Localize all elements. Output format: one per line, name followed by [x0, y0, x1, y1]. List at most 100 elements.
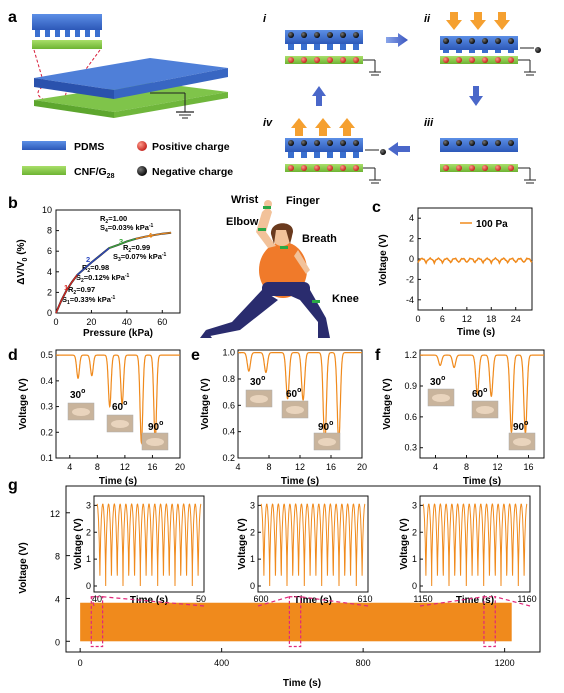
micropillar	[288, 152, 294, 158]
angle-label: 60o	[472, 387, 487, 400]
press-arrow-icon	[446, 12, 462, 30]
chart-f-ylabel: Voltage (V)	[382, 378, 393, 429]
zoom-connector	[419, 596, 485, 607]
chart-e-xtick-label: 20	[357, 462, 367, 472]
chart-b-fit-segment	[76, 247, 110, 276]
panel-letter-b: b	[8, 195, 18, 212]
chart-f-xtick-label: 12	[492, 462, 502, 472]
chart-e-ytick-label: 0.8	[222, 374, 235, 384]
inset-xlabel: Time (s)	[130, 595, 168, 606]
positive-charge-icon	[327, 165, 333, 171]
angle-label: 30o	[430, 375, 445, 388]
chart-b-frame	[55, 209, 181, 314]
chart-e-signal-line	[238, 352, 362, 447]
micropillar	[327, 44, 333, 50]
hand-shape	[432, 394, 450, 402]
angle-label: 60o	[286, 387, 301, 400]
negative-charge-icon	[482, 140, 488, 146]
chart-d-xtick-label: 8	[95, 462, 100, 472]
step-label-i: i	[263, 13, 267, 25]
positive-charge-icon	[482, 165, 488, 171]
press-arrow-icon	[470, 12, 486, 30]
pdms-layer	[285, 138, 363, 152]
positive-charge-icon	[340, 165, 346, 171]
chart-g-xtick-label: 800	[356, 658, 371, 668]
inset-micropillars	[35, 30, 100, 37]
chart-c-xtick-label: 0	[415, 314, 420, 324]
chart-d-xtick-label: 20	[175, 462, 185, 472]
positive-charge-icon	[495, 57, 501, 63]
hand-shape	[513, 438, 531, 446]
pdms-layer	[440, 138, 518, 152]
negative-charge-icon	[327, 140, 333, 146]
negative-charge-icon	[327, 32, 333, 38]
inset-ylabel: Voltage (V)	[73, 518, 84, 569]
micropillar	[353, 44, 359, 50]
inset-ytick-label: 3	[412, 500, 417, 510]
chart-c-legend-label: 100 Pa	[476, 219, 508, 230]
angle-label: 30o	[70, 388, 85, 401]
negative-charge-icon	[469, 140, 475, 146]
micropillar	[35, 30, 40, 37]
angle-label: 90o	[318, 420, 333, 433]
chart-d-ytick-label: 0.5	[40, 350, 53, 360]
negative-charge-icon	[482, 38, 488, 44]
positive-charge-icon	[314, 57, 320, 63]
chart-c-ylabel: Voltage (V)	[378, 234, 389, 285]
human-figure-illustration	[200, 200, 330, 338]
micropillar	[456, 50, 462, 53]
negative-charge-icon	[314, 140, 320, 146]
negative-charge-icon	[353, 140, 359, 146]
chart-b-ytick-label: 0	[47, 308, 52, 318]
cnf-layer	[440, 164, 518, 172]
inset-xlabel: Time (s)	[294, 595, 332, 606]
chart-g-inset-3: 3 2 1 0 1150 1160 Time (s) Voltage (V)	[399, 495, 537, 648]
inset-ylabel: Voltage (V)	[237, 518, 248, 569]
micropillar	[469, 50, 475, 53]
svg-text:S2=0.12% kPa-1: S2=0.12% kPa-1	[76, 273, 130, 284]
cnf-label: CNF/G28	[74, 166, 115, 180]
negative-charge-icon	[443, 38, 449, 44]
chart-c-ytick-label: -4	[406, 295, 414, 305]
arrow-left-icon	[388, 142, 410, 156]
chart-d-xtick-label: 16	[147, 462, 157, 472]
inset-ytick-label: 1	[412, 554, 417, 564]
chart-c-ytick-label: 0	[409, 254, 414, 264]
cnf-layer	[440, 56, 518, 64]
negative-charge-icon	[340, 140, 346, 146]
hand-shape	[476, 406, 494, 414]
label-knee: Knee	[332, 293, 359, 305]
chart-f-xtick-label: 4	[433, 462, 438, 472]
label-elbow: Elbow	[226, 216, 259, 228]
step-ii-device	[440, 12, 541, 76]
hand-shape	[72, 408, 90, 416]
chart-c-ytick-label: 4	[409, 213, 414, 223]
inset-cnf-layer	[32, 40, 102, 49]
inset-ytick-label: 0	[86, 581, 91, 591]
arrow-right-icon	[386, 33, 408, 47]
micropillar	[353, 152, 359, 158]
svg-text:R2=1.00: R2=1.00	[100, 214, 127, 225]
chart-d-ytick-label: 0.4	[40, 376, 53, 386]
chart-e-xtick-label: 16	[326, 462, 336, 472]
inset-ytick-label: 0	[250, 581, 255, 591]
inset-xtick-label: 610	[357, 594, 372, 604]
negative-charge-icon	[456, 140, 462, 146]
micropillar	[327, 152, 333, 158]
zoom-connector	[102, 596, 205, 607]
arrow-up-icon	[312, 86, 326, 106]
cnf-swatch	[22, 166, 66, 175]
inset-signal-line	[96, 503, 202, 587]
step-label-ii: ii	[424, 13, 431, 25]
positive-charge-icon	[443, 165, 449, 171]
label-breath: Breath	[302, 233, 337, 245]
cnf-layer	[285, 56, 363, 64]
positive-charge-icon	[456, 165, 462, 171]
negative-charge-icon	[137, 166, 147, 176]
zoom-window-box	[288, 596, 302, 648]
negative-charge-icon	[301, 140, 307, 146]
negative-charge-icon	[353, 32, 359, 38]
chart-g-xlabel: Time (s)	[283, 678, 321, 689]
pdms-swatch	[22, 141, 66, 150]
